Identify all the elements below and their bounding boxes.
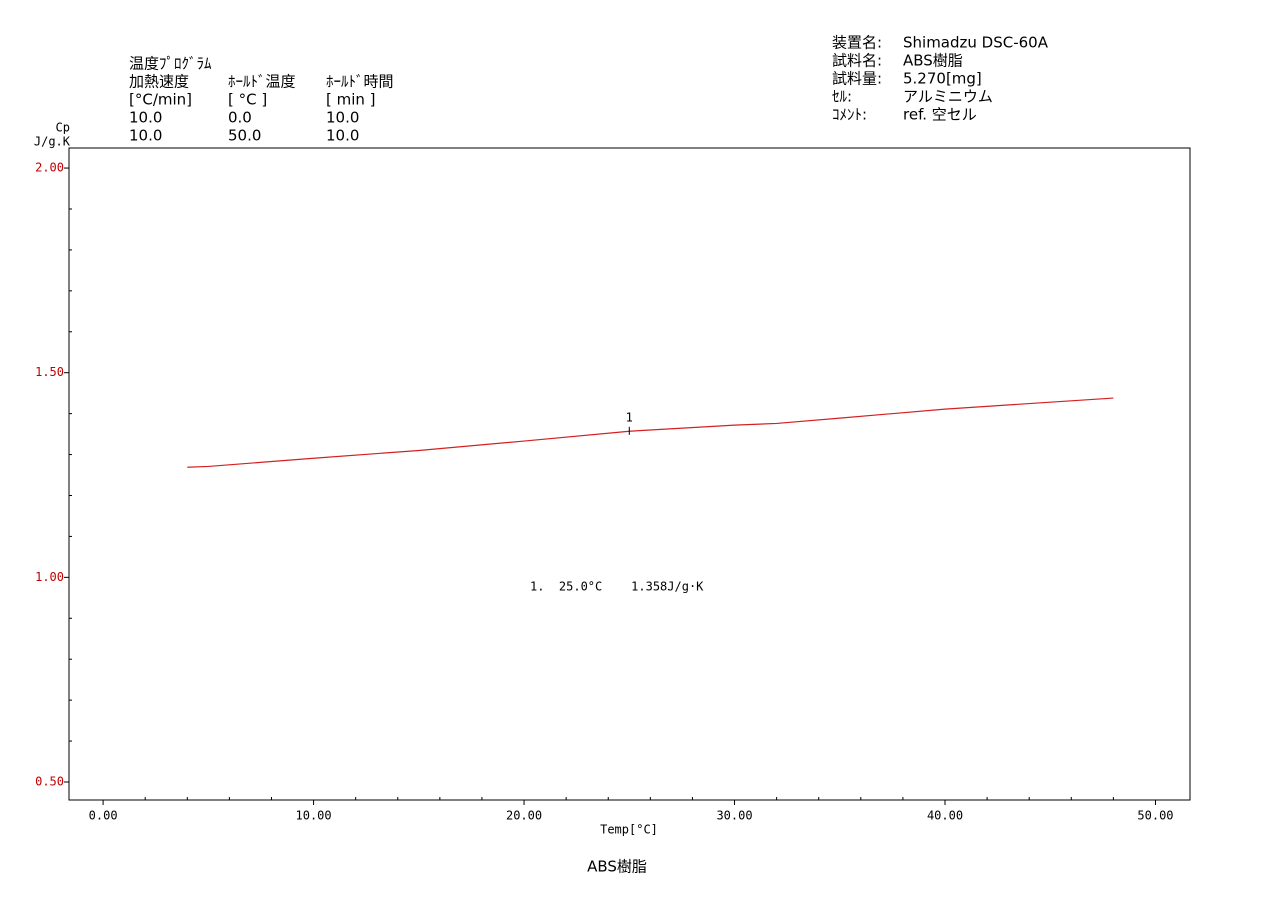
program-cell: 10.0 bbox=[129, 109, 162, 127]
program-cell: 0.0 bbox=[228, 109, 252, 127]
program-cell: 10.0 bbox=[326, 109, 359, 127]
y-tick-label: 1.50 bbox=[35, 365, 64, 379]
info-value: アルミニウム bbox=[903, 88, 993, 106]
program-unit: [ °C ] bbox=[228, 91, 267, 109]
program-cell: 50.0 bbox=[228, 127, 261, 145]
program-cell: 10.0 bbox=[326, 127, 359, 145]
info-label: 試料名: bbox=[832, 52, 882, 70]
chart-title: ABS樹脂 bbox=[587, 858, 647, 876]
result-text: 1. 25.0°C 1.358J/g·K bbox=[530, 580, 704, 594]
info-value: ABS樹脂 bbox=[903, 52, 963, 70]
program-header: ﾎｰﾙﾄﾞ時間 bbox=[326, 73, 394, 91]
y-axis-label: Cp bbox=[56, 121, 70, 135]
program-header: 加熱速度 bbox=[129, 73, 189, 91]
x-tick-label: 50.00 bbox=[1137, 809, 1173, 823]
x-tick-label: 30.00 bbox=[716, 809, 752, 823]
info-label: ｾﾙ: bbox=[832, 88, 852, 106]
program-header: ﾎｰﾙﾄﾞ温度 bbox=[228, 73, 296, 91]
x-tick-label: 20.00 bbox=[506, 809, 542, 823]
program-title: 温度ﾌﾟﾛｸﾞﾗﾑ bbox=[129, 55, 212, 73]
info-value: ref. 空セル bbox=[903, 106, 977, 124]
x-tick-label: 0.00 bbox=[89, 809, 118, 823]
x-tick-label: 10.00 bbox=[296, 809, 332, 823]
plot-frame bbox=[68, 147, 1191, 801]
y-axis-label: J/g.K bbox=[34, 135, 71, 149]
program-cell: 10.0 bbox=[129, 127, 162, 145]
y-tick-label: 1.00 bbox=[35, 570, 64, 584]
x-tick-label: 40.00 bbox=[927, 809, 963, 823]
x-axis-label: Temp[°C] bbox=[600, 823, 658, 837]
y-tick-label: 0.50 bbox=[35, 774, 64, 788]
program-unit: [°C/min] bbox=[129, 91, 192, 109]
program-unit: [ min ] bbox=[326, 91, 376, 109]
info-value: 5.270[mg] bbox=[903, 70, 982, 88]
info-value: Shimadzu DSC-60A bbox=[903, 34, 1049, 52]
y-tick-label: 2.00 bbox=[35, 161, 64, 175]
info-label: 試料量: bbox=[832, 70, 882, 88]
info-label: 装置名: bbox=[832, 34, 882, 52]
data-line bbox=[187, 397, 1114, 468]
info-label: ｺﾒﾝﾄ: bbox=[832, 106, 867, 124]
peak-label: 1 bbox=[626, 410, 633, 424]
